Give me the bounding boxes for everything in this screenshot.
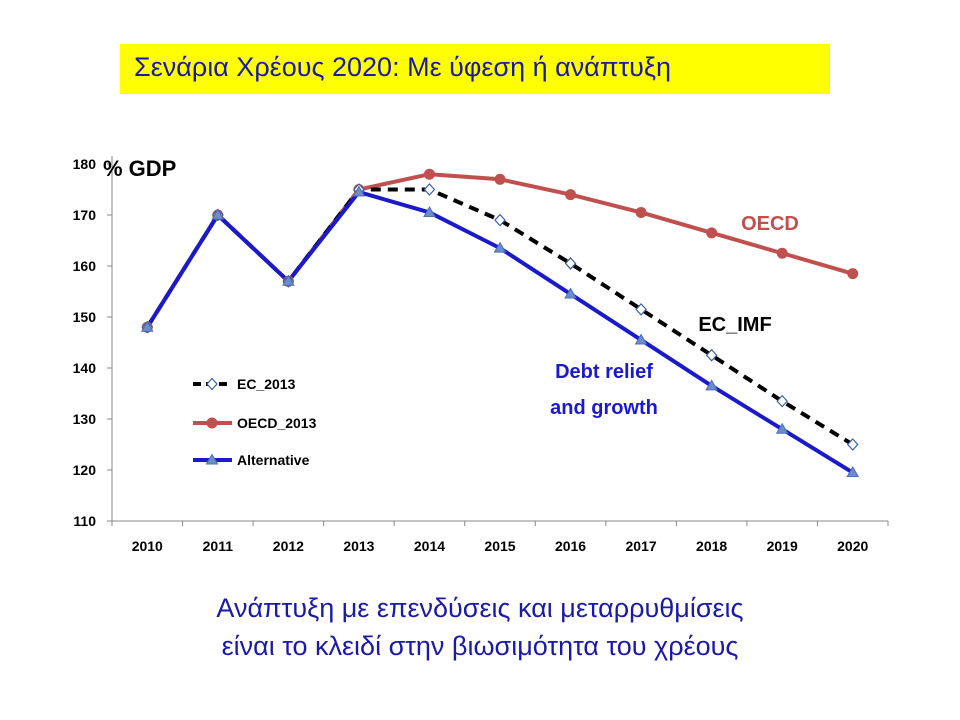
point-alternative — [775, 422, 789, 434]
point-alternative — [846, 466, 860, 478]
slide-title: Σενάρια Χρέους 2020: Με ύφεση ή ανάπτυξη — [134, 52, 671, 82]
annotation-debt-relief-line2: and growth — [550, 397, 658, 419]
y-tick-label: 170 — [73, 207, 97, 223]
x-tick-label: 2015 — [484, 538, 515, 554]
point-ec_2013 — [705, 348, 718, 362]
point-ec_2013 — [423, 183, 436, 196]
legend-label-oecd_2013: OECD_2013 — [237, 415, 317, 431]
legend-marker-ec_2013 — [206, 377, 218, 391]
x-tick-label: 2010 — [132, 538, 163, 554]
point-alternative — [705, 379, 719, 391]
point-alternative — [634, 333, 648, 345]
x-tick-label: 2011 — [203, 538, 234, 554]
point-ec_2013 — [494, 213, 506, 227]
footer-line-1: Ανάπτυξη με επενδύσεις και μεταρρυθμίσει… — [216, 593, 744, 623]
x-tick-label: 2013 — [343, 538, 374, 554]
point-oecd_2013 — [635, 206, 647, 218]
x-tick-label: 2016 — [555, 538, 586, 554]
y-tick-label: 110 — [73, 513, 96, 529]
x-tick-label: 2020 — [837, 538, 868, 554]
x-tick-label: 2017 — [626, 538, 657, 554]
y-tick-label: 150 — [73, 309, 97, 325]
legend-marker-alternative — [205, 453, 219, 465]
point-ec_2013 — [776, 394, 788, 408]
y-tick-label: 130 — [73, 411, 97, 427]
legend-marker-oecd_2013 — [206, 417, 218, 429]
point-ec_2013 — [564, 257, 577, 270]
point-ec_2013 — [846, 438, 859, 451]
annotation-debt-relief-line1: Debt relief — [555, 361, 653, 383]
x-tick-label: 2018 — [696, 538, 727, 554]
point-alternative — [352, 185, 366, 197]
x-tick-label: 2014 — [414, 538, 445, 554]
point-oecd_2013 — [847, 268, 859, 280]
point-alternative — [564, 287, 577, 299]
series-line-ec_2013 — [145, 187, 854, 447]
legend-label-ec_2013: EC_2013 — [237, 376, 296, 392]
point-alternative — [211, 208, 225, 220]
point-oecd_2013 — [706, 227, 718, 239]
point-oecd_2013 — [565, 189, 577, 201]
point-oecd_2013 — [776, 247, 788, 259]
footer-line-2: είναι το κλειδί στην βιωσιμότητα του χρέ… — [221, 631, 739, 661]
y-tick-label: 180 — [73, 156, 97, 172]
point-oecd_2013 — [494, 173, 506, 185]
y-axis-label: % GDP — [103, 156, 176, 181]
x-tick-label: 2012 — [273, 538, 304, 554]
point-ec_2013 — [635, 302, 647, 316]
annotation-ec-imf: EC_IMF — [698, 314, 771, 336]
point-alternative — [140, 320, 154, 332]
point-alternative — [493, 241, 507, 253]
y-tick-label: 160 — [73, 258, 97, 274]
y-tick-label: 140 — [73, 360, 97, 376]
title-banner: Σενάρια Χρέους 2020: Με ύφεση ή ανάπτυξη — [120, 44, 830, 94]
x-tick-label: 2019 — [767, 538, 798, 554]
annotation-oecd: OECD — [741, 213, 799, 235]
point-alternative — [281, 274, 295, 286]
point-oecd_2013 — [423, 168, 435, 180]
point-alternative — [423, 205, 436, 217]
legend-label-alternative: Alternative — [237, 452, 310, 468]
y-tick-label: 120 — [73, 462, 97, 478]
